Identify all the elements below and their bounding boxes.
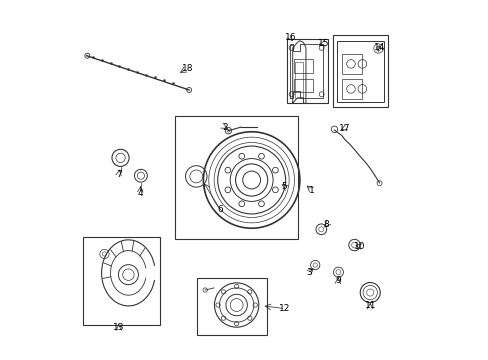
Bar <box>286 39 327 103</box>
Bar <box>83 237 160 325</box>
Bar <box>337 41 383 102</box>
Text: 18: 18 <box>181 64 193 73</box>
Text: 5: 5 <box>281 182 287 191</box>
Text: 9: 9 <box>335 276 340 285</box>
Text: 4: 4 <box>137 189 142 198</box>
Text: 16: 16 <box>284 33 295 42</box>
Text: 12: 12 <box>279 304 290 313</box>
Text: 15: 15 <box>317 39 329 48</box>
Text: 11: 11 <box>364 301 375 310</box>
Text: 14: 14 <box>373 42 385 51</box>
Bar <box>197 278 266 336</box>
Bar <box>293 79 313 93</box>
Bar <box>341 79 362 99</box>
Text: 13: 13 <box>113 323 124 332</box>
Text: 3: 3 <box>306 268 312 277</box>
Bar <box>294 62 303 98</box>
Text: 6: 6 <box>217 205 223 214</box>
Text: 8: 8 <box>323 220 329 229</box>
Text: 17: 17 <box>338 124 349 133</box>
Text: 10: 10 <box>353 242 365 251</box>
Text: 2: 2 <box>222 123 227 132</box>
Text: 1: 1 <box>308 185 314 194</box>
Bar <box>332 35 387 107</box>
Bar <box>341 54 362 73</box>
Text: 7: 7 <box>116 170 122 179</box>
Bar <box>175 116 298 239</box>
Bar <box>293 59 313 73</box>
